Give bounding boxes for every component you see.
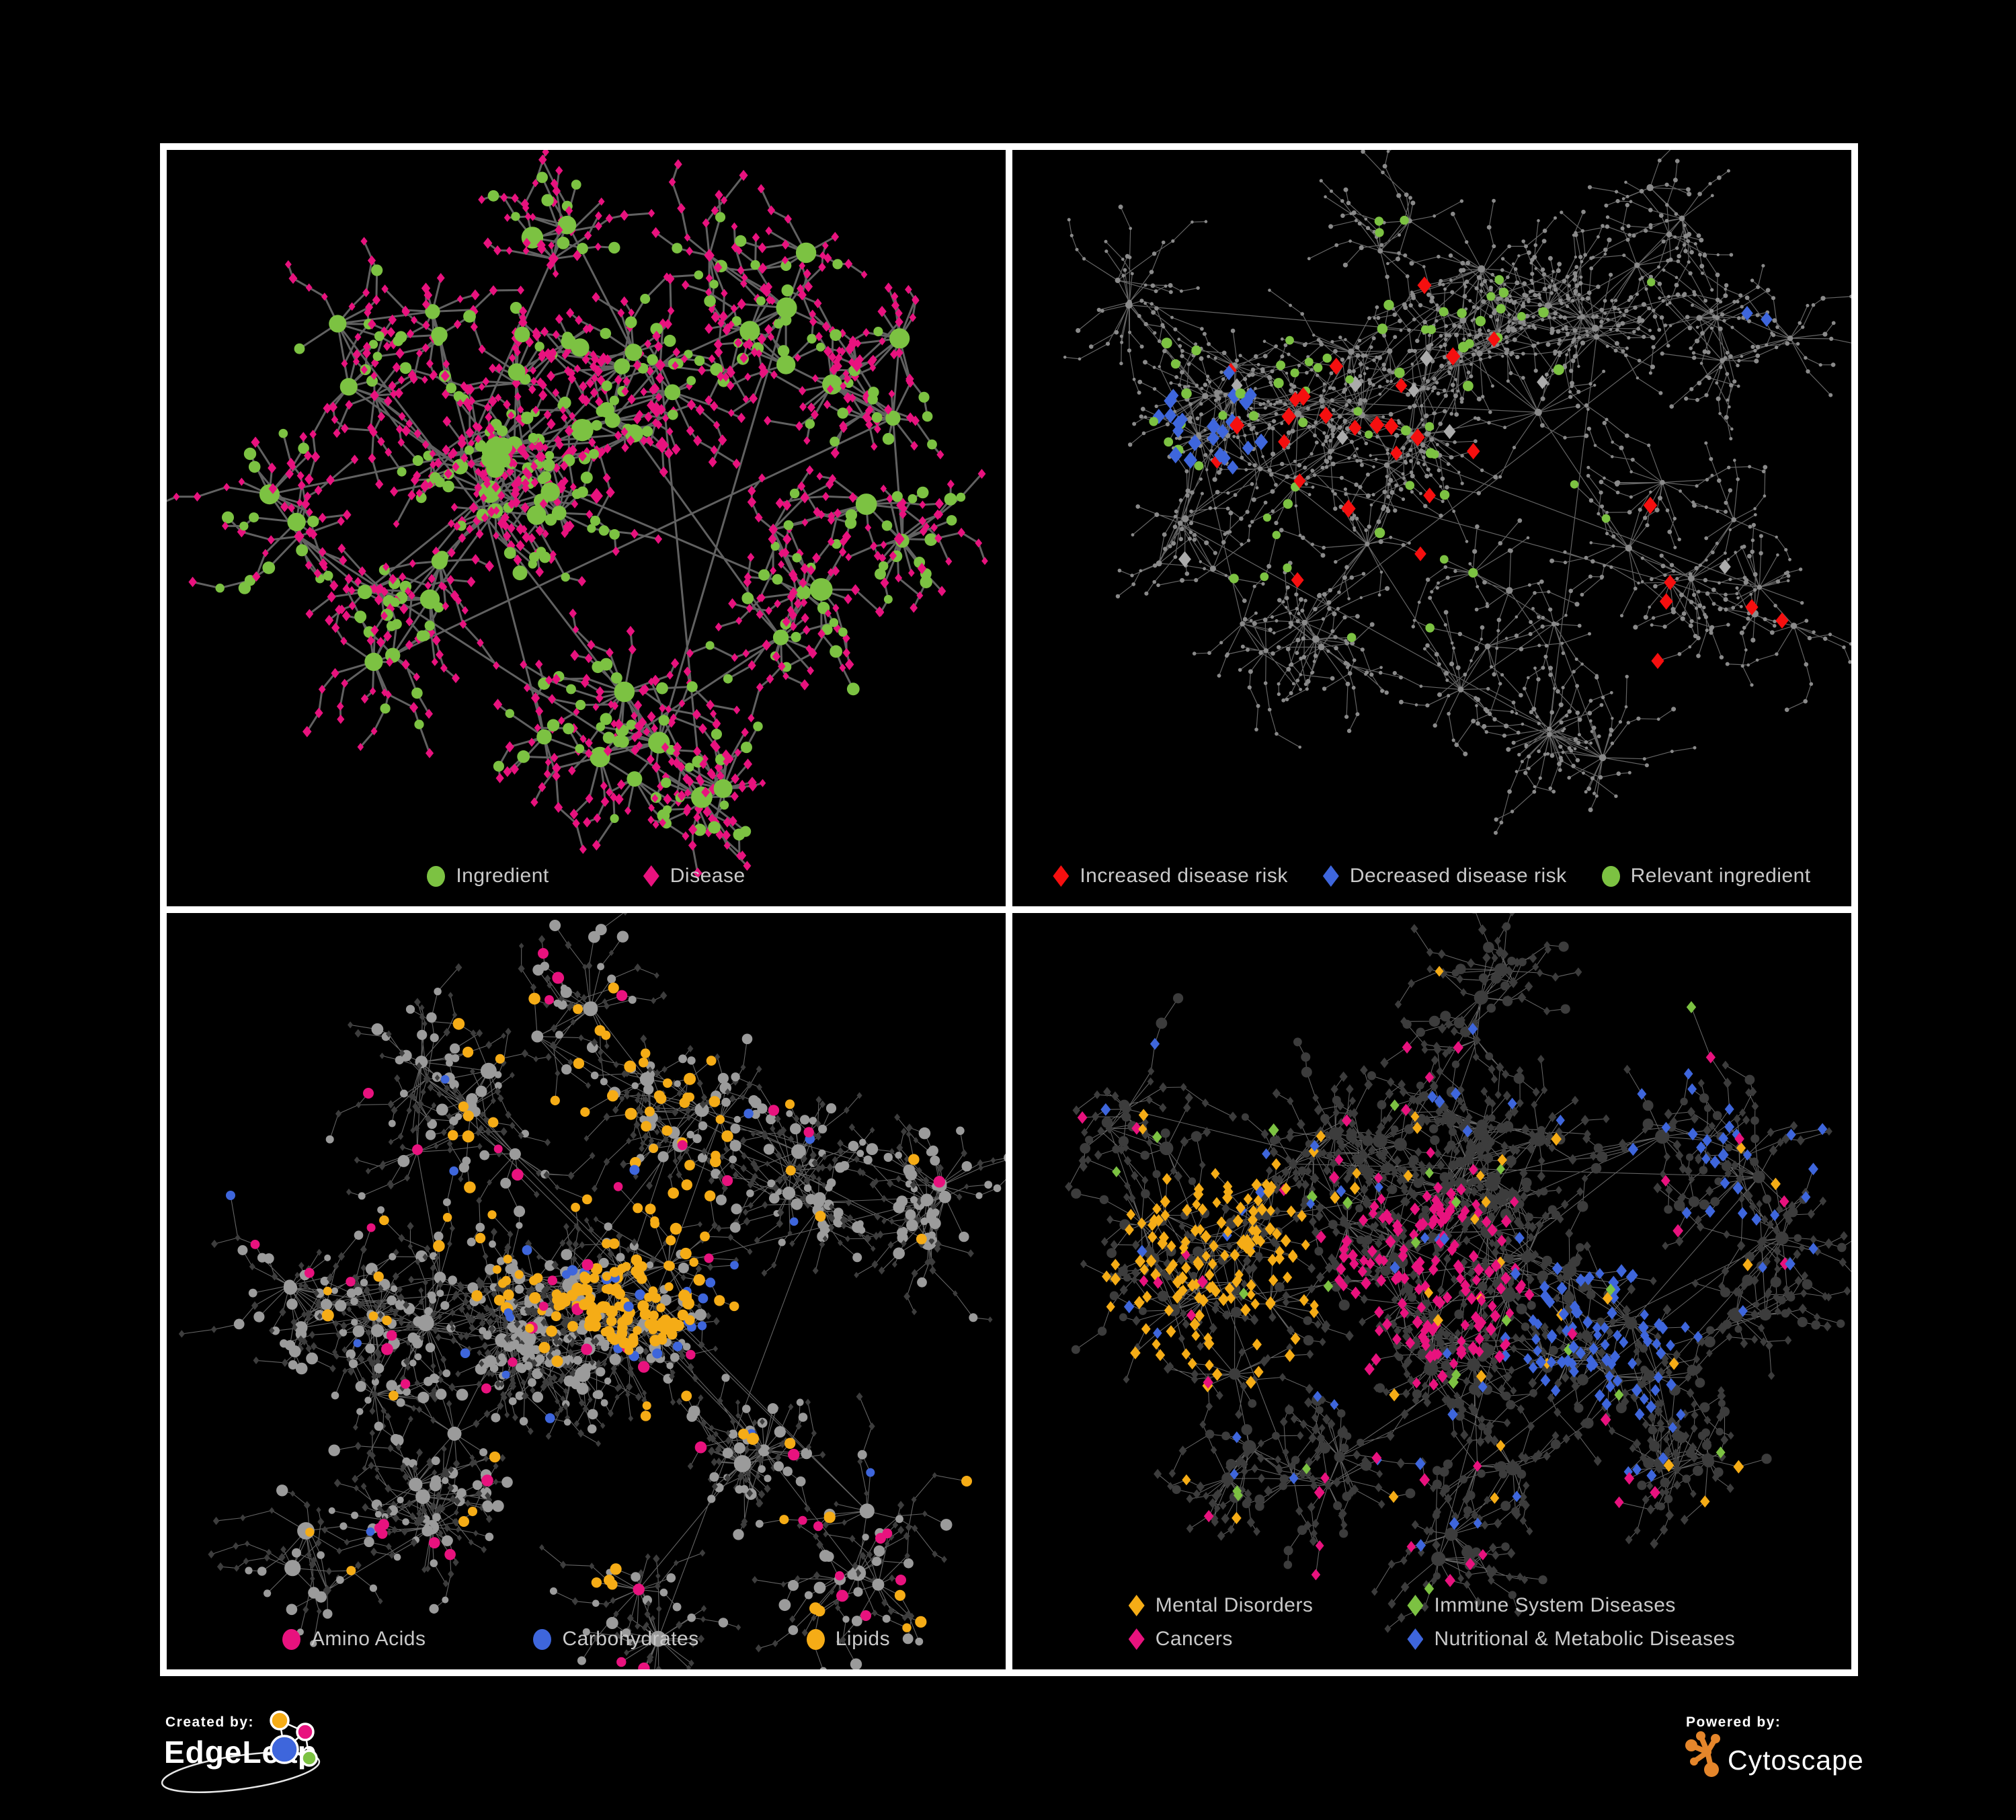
legend-item: Disease xyxy=(643,865,745,887)
legend-item: Decreased disease risk xyxy=(1322,865,1567,887)
legend-label: Carbohydrates xyxy=(562,1628,699,1650)
diamond-marker-icon xyxy=(643,865,659,887)
circle-marker-icon xyxy=(806,1628,825,1650)
created-by-label: Created by: xyxy=(165,1714,254,1730)
legend-label: Cancers xyxy=(1155,1628,1233,1650)
legend-label: Relevant ingredient xyxy=(1630,865,1811,887)
diamond-marker-icon xyxy=(1128,1628,1145,1650)
legend-item: Mental Disorders xyxy=(1128,1594,1314,1617)
legend-label: Mental Disorders xyxy=(1155,1594,1314,1616)
legend-item: Lipids xyxy=(806,1628,891,1651)
legend-item: Amino Acids xyxy=(282,1628,426,1651)
powered-by-lockup: Powered by: Cytoscape xyxy=(1678,1708,1960,1795)
legend-label: Disease xyxy=(670,865,745,887)
panel-disease-risk: Increased disease risk Decreased disease … xyxy=(1012,150,1851,906)
legend-item: Increased disease risk xyxy=(1053,865,1287,887)
edgeleap-logo: Created by: EdgeLeap xyxy=(161,1710,321,1793)
legend-label: Nutritional & Metabolic Diseases xyxy=(1434,1628,1736,1650)
nutrient-class-network-graph xyxy=(178,913,1006,1669)
legend-item: Carbohydrates xyxy=(533,1628,698,1651)
disease-risk-legend: Increased disease risk Decreased disease … xyxy=(1012,865,1851,887)
cytoscape-icon xyxy=(1685,1731,1720,1777)
legend-label: Lipids xyxy=(835,1628,891,1650)
disease-category-legend: Mental Disorders Immune System Diseases Ca… xyxy=(1012,1594,1851,1651)
figure-grid: Ingredient Disease Increased disease risk… xyxy=(160,143,1858,1676)
legend-item: Ingredient xyxy=(427,865,549,887)
nutrient-class-legend: Amino Acids Carbohydrates Lipids xyxy=(167,1628,1006,1651)
legend-label: Increased disease risk xyxy=(1080,865,1288,887)
panel-nutrient-classes: Amino Acids Carbohydrates Lipids xyxy=(167,913,1006,1669)
legend-item: Nutritional & Metabolic Diseases xyxy=(1407,1628,1735,1651)
circle-marker-icon xyxy=(1601,865,1620,887)
legend-label: Ingredient xyxy=(456,865,549,887)
circle-marker-icon xyxy=(533,1628,552,1650)
legend-label: Immune System Diseases xyxy=(1434,1594,1676,1616)
cytoscape-logo: Powered by: Cytoscape xyxy=(1685,1714,1864,1777)
diamond-marker-icon xyxy=(1322,865,1339,887)
legend-item: Immune System Diseases xyxy=(1407,1594,1735,1617)
legend-label: Decreased disease risk xyxy=(1349,865,1567,887)
diamond-marker-icon xyxy=(1407,1595,1424,1616)
edgeleap-swoosh xyxy=(161,1751,321,1793)
panel-disease-categories: Mental Disorders Immune System Diseases Ca… xyxy=(1012,913,1851,1669)
legend-label: Amino Acids xyxy=(311,1628,426,1650)
panel-ingredient-disease: Ingredient Disease xyxy=(167,150,1006,906)
diamond-marker-icon xyxy=(1128,1595,1145,1616)
disease-category-network-graph xyxy=(1065,913,1851,1633)
diamond-marker-icon xyxy=(1053,865,1070,887)
legend-item: Cancers xyxy=(1128,1628,1314,1651)
disease-risk-network-graph xyxy=(1063,150,1851,835)
powered-by-label: Powered by: xyxy=(1686,1714,1781,1730)
ingredient-disease-network-graph xyxy=(167,150,988,879)
cytoscape-brand-text: Cytoscape xyxy=(1728,1745,1864,1776)
circle-marker-icon xyxy=(282,1628,300,1650)
ingredient-disease-legend: Ingredient Disease xyxy=(167,865,1006,887)
edgeleap-mark-icon xyxy=(270,1710,318,1767)
diamond-marker-icon xyxy=(1407,1628,1424,1650)
circle-marker-icon xyxy=(427,865,446,887)
created-by-lockup: Created by: EdgeLeap xyxy=(159,1708,488,1819)
legend-item: Relevant ingredient xyxy=(1601,865,1811,887)
